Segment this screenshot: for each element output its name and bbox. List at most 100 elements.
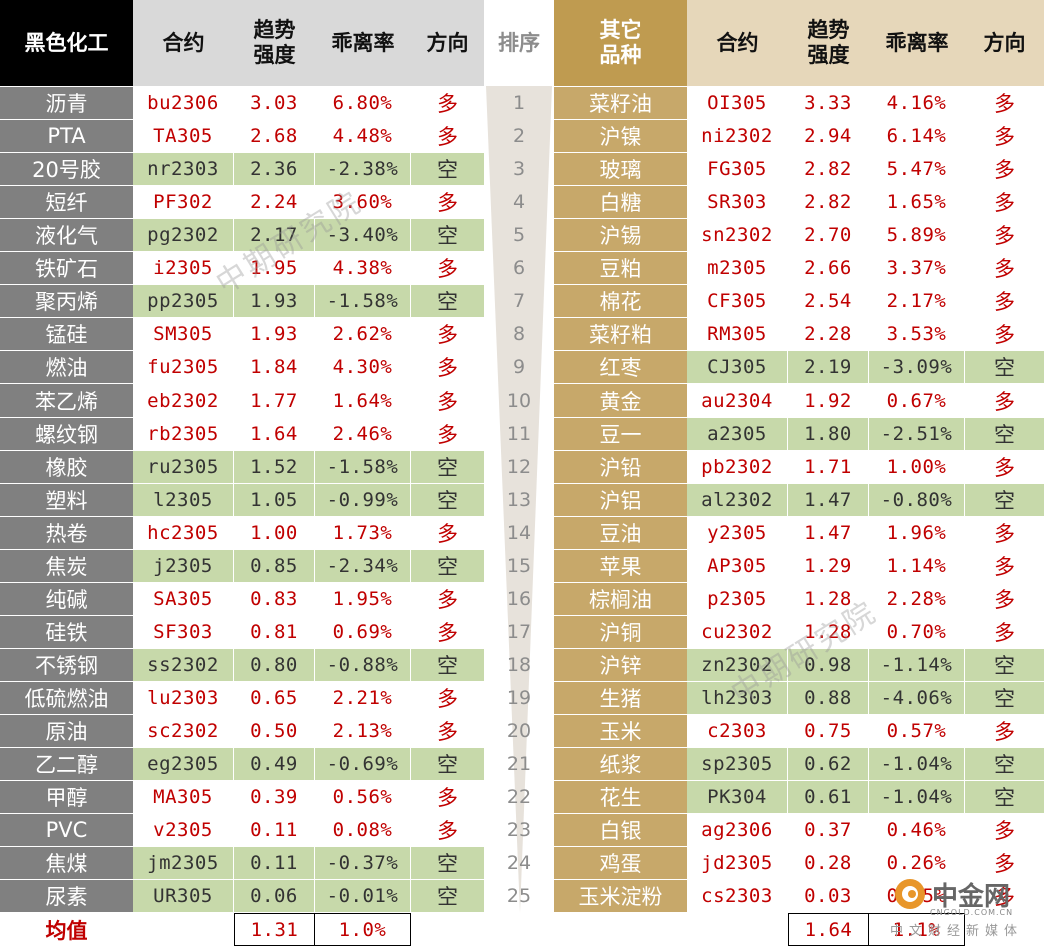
sector-name-cell: 热卷 — [0, 517, 133, 549]
direction-cell: 空 — [965, 418, 1044, 450]
direction-cell: 空 — [411, 748, 484, 780]
deviation-cell: 0.70% — [869, 616, 964, 648]
sector-name-cell: 苹果 — [554, 550, 687, 582]
trend-strength-cell: 1.47 — [788, 517, 868, 549]
contract-cell: OI305 — [687, 87, 787, 119]
sector-name-cell: 豆油 — [554, 517, 687, 549]
deviation-cell: 0.67% — [869, 384, 964, 417]
sector-name-cell: 甲醇 — [0, 781, 133, 813]
deviation-cell: 1.95% — [315, 583, 410, 615]
trend-strength-cell: 1.95 — [234, 252, 314, 284]
rank-funnel-background — [486, 86, 552, 913]
deviation-cell: 3.60% — [315, 186, 410, 218]
direction-cell: 空 — [965, 748, 1044, 780]
trend-strength-cell: 0.61 — [788, 781, 868, 813]
header-sector-right: 其它品种 — [554, 0, 687, 86]
sector-name-cell: 玉米 — [554, 715, 687, 747]
sector-name-cell: 棕榈油 — [554, 583, 687, 615]
trend-strength-cell: 1.77 — [234, 384, 314, 417]
contract-cell: SF303 — [133, 616, 233, 648]
sector-name-cell: 生猪 — [554, 682, 687, 714]
sector-name-cell: 苯乙烯 — [0, 384, 133, 417]
average-trend-left: 1.31 — [234, 913, 315, 946]
brand-tagline: 中文财经新媒体 — [890, 924, 1024, 939]
direction-cell: 多 — [411, 781, 484, 813]
sector-name-cell: 纸浆 — [554, 748, 687, 780]
rank-number: 14 — [506, 522, 532, 544]
brand-logo: 中金网 CNGOLD.COM.CN 中文财经新媒体 — [890, 872, 1040, 942]
trend-strength-cell: 2.24 — [234, 186, 314, 218]
direction-cell: 多 — [965, 120, 1044, 152]
sector-name-cell: 塑料 — [0, 484, 133, 516]
sector-name-cell: 20号胶 — [0, 153, 133, 185]
sector-name-cell: 沪铜 — [554, 616, 687, 648]
direction-cell: 多 — [411, 87, 484, 119]
contract-cell: ru2305 — [133, 451, 233, 483]
direction-cell: 空 — [965, 682, 1044, 714]
deviation-cell: 2.21% — [315, 682, 410, 714]
contract-cell: fu2305 — [133, 351, 233, 383]
trend-strength-cell: 2.94 — [788, 120, 868, 152]
sector-name-cell: 硅铁 — [0, 616, 133, 648]
trend-strength-cell: 0.11 — [234, 847, 314, 879]
trend-strength-cell: 1.92 — [788, 384, 868, 417]
contract-cell: jm2305 — [133, 847, 233, 879]
contract-cell: y2305 — [687, 517, 787, 549]
contract-cell: AP305 — [687, 550, 787, 582]
direction-cell: 多 — [965, 153, 1044, 185]
direction-cell: 空 — [411, 219, 484, 251]
deviation-cell: 2.46% — [315, 418, 410, 450]
rank-number: 7 — [512, 290, 526, 312]
trend-strength-cell: 2.66 — [788, 252, 868, 284]
sector-name-cell: 锰硅 — [0, 318, 133, 350]
sector-name-cell: 燃油 — [0, 351, 133, 383]
trend-strength-cell: 0.49 — [234, 748, 314, 780]
direction-cell: 空 — [965, 649, 1044, 681]
deviation-cell: 5.89% — [869, 219, 964, 251]
deviation-cell: -0.37% — [315, 847, 410, 879]
rank-number: 1 — [512, 92, 526, 114]
rank-number: 17 — [506, 621, 532, 643]
direction-cell: 空 — [411, 153, 484, 185]
trend-strength-cell: 1.93 — [234, 318, 314, 350]
deviation-cell: 0.69% — [315, 616, 410, 648]
header-contract-right: 合约 — [687, 0, 788, 86]
direction-cell: 空 — [411, 451, 484, 483]
trend-strength-cell: 2.54 — [788, 285, 868, 317]
sector-name-cell: 黄金 — [554, 384, 687, 417]
rank-number: 21 — [506, 753, 532, 775]
direction-cell: 空 — [965, 351, 1044, 383]
direction-cell: 空 — [411, 649, 484, 681]
sector-name-cell: 红枣 — [554, 351, 687, 383]
direction-cell: 多 — [965, 814, 1044, 846]
trend-strength-cell: 1.84 — [234, 351, 314, 383]
rank-number: 15 — [506, 555, 532, 577]
deviation-cell: 1.14% — [869, 550, 964, 582]
trend-strength-cell: 0.06 — [234, 880, 314, 912]
sector-name-cell: 豆一 — [554, 418, 687, 450]
sector-name-cell: 铁矿石 — [0, 252, 133, 284]
sector-name-cell: 聚丙烯 — [0, 285, 133, 317]
sector-name-cell: 沪镍 — [554, 120, 687, 152]
trend-strength-cell: 0.03 — [788, 880, 868, 912]
contract-cell: jd2305 — [687, 847, 787, 879]
sector-name-cell: 沥青 — [0, 87, 133, 119]
contract-cell: hc2305 — [133, 517, 233, 549]
sector-name-cell: 豆粕 — [554, 252, 687, 284]
contract-cell: cu2302 — [687, 616, 787, 648]
rank-number: 8 — [512, 323, 526, 345]
contract-cell: zn2302 — [687, 649, 787, 681]
deviation-cell: 0.08% — [315, 814, 410, 846]
direction-cell: 多 — [411, 318, 484, 350]
trend-strength-cell: 0.85 — [234, 550, 314, 582]
deviation-cell: 6.14% — [869, 120, 964, 152]
trend-strength-cell: 1.00 — [234, 517, 314, 549]
trend-strength-cell: 1.28 — [788, 583, 868, 615]
deviation-cell: 2.17% — [869, 285, 964, 317]
direction-cell: 空 — [411, 550, 484, 582]
deviation-cell: -0.01% — [315, 880, 410, 912]
deviation-cell: 0.46% — [869, 814, 964, 846]
brand-name: 中金网 — [932, 882, 1011, 912]
direction-cell: 多 — [411, 517, 484, 549]
rank-number: 20 — [506, 720, 532, 742]
